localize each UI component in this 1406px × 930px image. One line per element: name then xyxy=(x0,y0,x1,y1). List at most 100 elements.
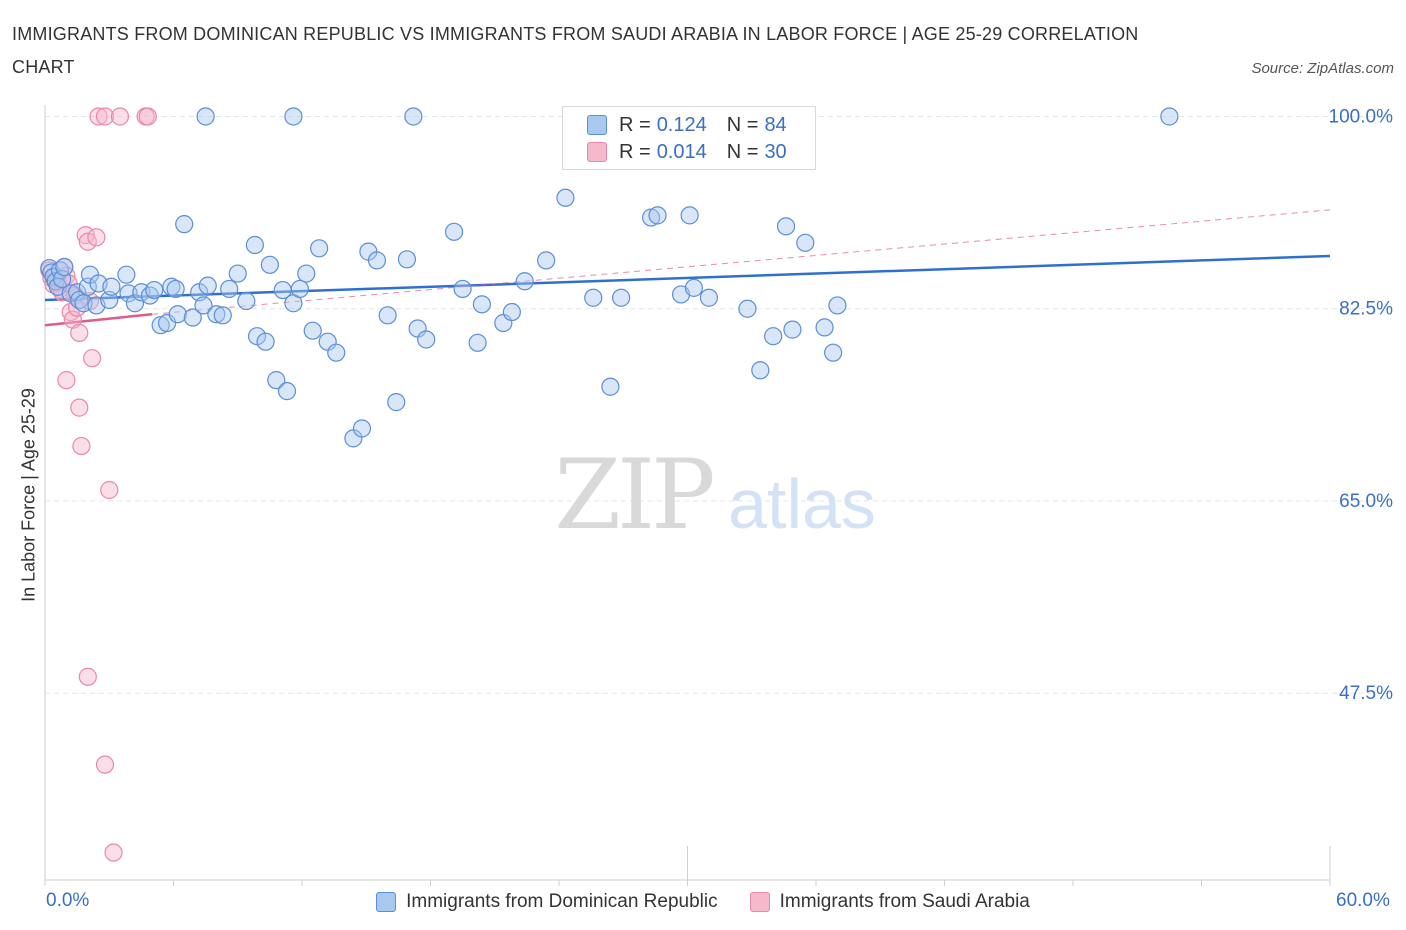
dominican-point xyxy=(468,333,487,352)
dominican-point xyxy=(168,305,187,324)
y-tick-label: 65.0% xyxy=(1339,491,1393,512)
legend-label: Immigrants from Saudi Arabia xyxy=(779,891,1030,912)
saudi-point xyxy=(78,232,97,251)
saudi-point xyxy=(138,107,157,126)
y-tick-labels: 100.0% 82.5% 65.0% 47.5% xyxy=(1329,106,1394,704)
stats-row-dominican: R = 0.124 N = 84 xyxy=(587,113,787,137)
saudi-point xyxy=(83,349,102,368)
dominican-point xyxy=(584,288,603,307)
dominican-point xyxy=(267,371,286,390)
dominican-point xyxy=(220,279,239,299)
chart-title: IMMIGRANTS FROM DOMINICAN REPUBLIC VS IM… xyxy=(12,24,1139,77)
dominican-point xyxy=(284,107,303,126)
dominican-point xyxy=(828,296,847,315)
dominican-point xyxy=(367,251,387,270)
saudi-trend-line xyxy=(44,312,153,327)
dominican-point xyxy=(237,291,256,311)
dominican-point xyxy=(680,206,699,225)
dominican-point xyxy=(601,377,620,396)
n-value: 30 xyxy=(764,140,787,163)
series-legend: Immigrants from Dominican Republic Immig… xyxy=(0,888,1406,916)
dominican-point xyxy=(387,393,406,412)
saudi-point xyxy=(78,667,97,686)
saudi-point xyxy=(70,323,89,343)
dominican-point xyxy=(537,251,556,270)
dominican-point xyxy=(256,332,275,351)
dominican-point xyxy=(303,321,322,340)
watermark-atlas: atlas xyxy=(728,465,876,543)
dominican-point xyxy=(166,279,185,299)
legend-item-saudi[interactable]: Immigrants from Saudi Arabia xyxy=(749,891,1030,913)
axes xyxy=(44,105,1331,886)
saudi-point xyxy=(110,107,130,126)
dominican-point xyxy=(196,107,215,126)
dominican-point xyxy=(145,280,164,300)
dominican-point xyxy=(119,284,138,303)
legend-label: Immigrants from Dominican Republic xyxy=(406,891,718,912)
saudi-point xyxy=(100,480,119,500)
dominican-point xyxy=(751,361,770,380)
dominican-point xyxy=(228,264,247,283)
stats-legend: R = 0.124 N = 84 R = 0.014 N = 30 xyxy=(562,106,816,170)
dominican-point xyxy=(55,257,74,277)
dominican-point xyxy=(352,419,372,438)
saudi-points xyxy=(40,107,157,862)
dominican-point xyxy=(207,305,226,324)
dominican-point xyxy=(612,288,631,307)
saudi-point xyxy=(104,843,123,862)
saudi-point xyxy=(76,226,95,245)
dominican-point xyxy=(515,272,534,291)
dominican-point xyxy=(277,382,297,401)
dominican-point xyxy=(310,239,329,258)
saudi-point xyxy=(87,228,106,247)
y-tick-label: 47.5% xyxy=(1339,683,1393,704)
source-label: Source: ZipAtlas.com xyxy=(1251,60,1394,77)
dominican-point xyxy=(472,295,491,314)
dominican-point xyxy=(648,206,667,225)
r-label: R = xyxy=(619,140,651,163)
saudi-point xyxy=(72,436,91,456)
dominican-point xyxy=(738,299,757,318)
r-value: 0.124 xyxy=(656,113,707,136)
dominican-point xyxy=(290,279,309,299)
saudi-point xyxy=(57,371,76,390)
r-label: R = xyxy=(619,113,651,136)
dominican-point xyxy=(100,290,119,310)
pink-swatch xyxy=(587,142,607,162)
watermark: ZIP atlas xyxy=(554,439,876,551)
r-value: 0.014 xyxy=(656,140,707,163)
dominican-point xyxy=(1160,107,1179,126)
dominican-point xyxy=(297,264,316,283)
saudi-point xyxy=(95,755,115,774)
blue-swatch xyxy=(587,115,607,135)
dominican-points xyxy=(40,107,1179,448)
dominican-point xyxy=(502,302,521,322)
saudi-point xyxy=(70,398,89,417)
pink-swatch xyxy=(749,892,770,912)
dominican-point xyxy=(183,308,202,327)
x-tick-label-min: 0.0% xyxy=(46,890,90,911)
dominican-point xyxy=(556,188,575,207)
legend-item-dominican[interactable]: Immigrants from Dominican Republic xyxy=(376,891,718,913)
x-tick-label-max: 60.0% xyxy=(1336,890,1390,911)
dominican-point xyxy=(699,288,719,307)
dominican-point xyxy=(260,255,279,274)
dominican-point xyxy=(117,265,136,284)
dominican-point xyxy=(453,279,472,299)
dominican-trend-line xyxy=(44,254,1331,302)
dominican-point xyxy=(417,330,436,349)
y-axis-label: In Labor Force | Age 25-29 xyxy=(18,388,39,602)
dominican-point xyxy=(684,278,704,297)
stats-row-saudi: R = 0.014 N = 30 xyxy=(587,140,787,164)
dominican-point xyxy=(824,343,843,362)
y-tick-label: 100.0% xyxy=(1329,106,1394,127)
dominican-point xyxy=(327,343,346,362)
dominican-point xyxy=(397,250,417,269)
dominican-point xyxy=(783,320,802,339)
dominican-point xyxy=(175,215,194,234)
grid-lines xyxy=(45,115,1392,694)
dominican-point xyxy=(776,217,796,236)
trend-lines xyxy=(44,209,1331,327)
n-label: N = xyxy=(726,113,759,136)
n-value: 84 xyxy=(764,113,787,136)
